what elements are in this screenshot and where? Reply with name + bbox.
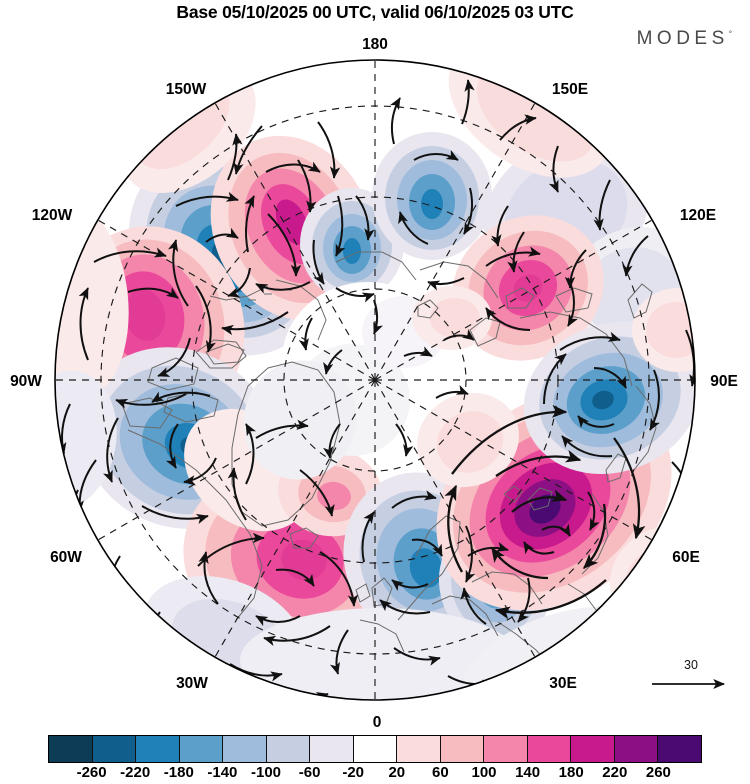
latitude-circle-60: [283, 288, 467, 472]
wind-vectors: [55, 79, 695, 700]
lon-label-120w: 120W: [31, 207, 73, 224]
lon-label-150w: 150W: [165, 81, 207, 98]
colorbar-tick-20: 20: [388, 764, 406, 781]
reference-vector-label: 30: [684, 658, 698, 672]
latitude-circle-40: [191, 196, 559, 564]
meridian-150e: [374, 102, 536, 381]
page-title: Base 05/10/2025 00 UTC, valid 06/10/2025…: [176, 2, 574, 22]
lon-label-120e: 120E: [679, 207, 717, 224]
reference-vector: 30: [646, 658, 736, 698]
colorbar-swatch-11: [527, 736, 572, 762]
lon-label-30e: 30E: [549, 675, 577, 692]
colorbar-tick-140: 140: [515, 764, 541, 781]
meridian-60w: [97, 379, 376, 541]
colorbar-tick-60: 60: [432, 764, 449, 781]
meridian-120w: [97, 219, 376, 381]
colorbar-swatch-12: [571, 736, 615, 762]
globe-outline: [54, 59, 696, 701]
lon-label-90w: 90W: [10, 373, 42, 390]
contour-ridge-east-asia: [452, 215, 604, 361]
contour-weak-ridge-far-west: [55, 200, 129, 510]
lon-label-60e: 60E: [672, 549, 700, 566]
reference-vector-arrow: [652, 678, 726, 690]
colorbar-tick--220: -220: [120, 764, 151, 781]
colorbar-swatch-7: [353, 736, 398, 762]
colorbar-tick--260: -260: [76, 764, 107, 781]
colorbar-swatch-9: [440, 736, 485, 762]
contour-layer: [55, 60, 695, 700]
latitude-circle-25: [100, 105, 650, 655]
colorbar-swatch-14: [658, 736, 701, 762]
modes-logo-text: MODES: [636, 28, 729, 49]
colorbar-tick-180: 180: [558, 764, 584, 781]
colorbar-swatch-5: [266, 736, 311, 762]
lon-label-150e: 150E: [551, 81, 589, 98]
colorbar-tick-100: 100: [471, 764, 497, 781]
colorbar-tick--140: -140: [207, 764, 238, 781]
modes-logo-mark: °: [728, 29, 732, 39]
polar-map-svg: [54, 59, 696, 701]
colorbar-swatch-10: [484, 736, 528, 762]
colorbar-tick--100: -100: [250, 764, 282, 781]
lon-label-30w: 30W: [176, 675, 208, 692]
meridian-30w: [214, 379, 376, 658]
lon-label-0: 0: [372, 714, 382, 731]
colorbar-tick-220: 220: [602, 764, 628, 781]
lon-label-60w: 60W: [50, 549, 82, 566]
lon-label-90e: 90E: [710, 373, 738, 390]
colorbar-tick-260: 260: [645, 764, 671, 781]
colorbar: -260 -220 -180 -140 -100 -60 -20 20 60 100 140 180 2…: [0, 726, 750, 783]
colorbar-tick--20: -20: [342, 764, 365, 781]
polar-map: 180 150W 120W 90W 60W 30W 0 30E 60E 90E …: [10, 36, 738, 731]
colorbar-swatches: [48, 735, 702, 763]
modes-logo: MODES°: [637, 28, 732, 50]
colorbar-tick-labels: -260 -220 -180 -140 -100 -60 -20 20 60 100 140 180 2…: [48, 764, 702, 784]
colorbar-swatch-13: [614, 736, 659, 762]
meridian-150w: [214, 102, 376, 381]
colorbar-swatch-2: [136, 736, 180, 762]
colorbar-swatch-6: [310, 736, 354, 762]
colorbar-swatch-8: [397, 736, 441, 762]
colorbar-swatch-3: [179, 736, 224, 762]
colorbar-swatch-1: [92, 736, 137, 762]
colorbar-swatch-4: [223, 736, 267, 762]
contour-trough-east-siberia: [372, 132, 492, 260]
colorbar-swatch-0: [49, 736, 93, 762]
lon-label-180: 180: [362, 36, 388, 53]
colorbar-tick--60: -60: [298, 764, 321, 781]
colorbar-tick--180: -180: [163, 764, 194, 781]
